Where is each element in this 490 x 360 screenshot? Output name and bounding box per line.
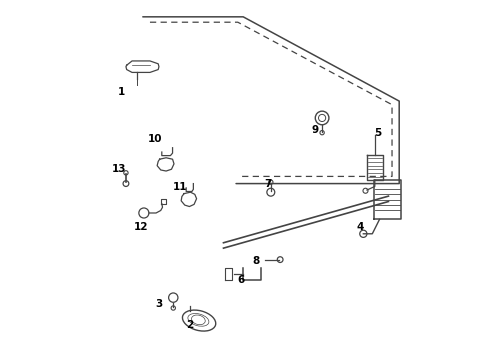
Text: 1: 1 [118,87,125,97]
Text: 8: 8 [252,256,259,266]
Text: 12: 12 [134,222,148,231]
Text: 6: 6 [238,275,245,285]
Text: 11: 11 [173,182,188,192]
Text: 7: 7 [265,179,272,189]
Text: 3: 3 [155,299,163,309]
Text: 2: 2 [186,320,193,330]
Text: 13: 13 [112,164,126,174]
Text: 10: 10 [147,134,162,144]
Text: 5: 5 [374,129,381,138]
Text: 4: 4 [356,222,364,231]
Text: 9: 9 [311,125,318,135]
